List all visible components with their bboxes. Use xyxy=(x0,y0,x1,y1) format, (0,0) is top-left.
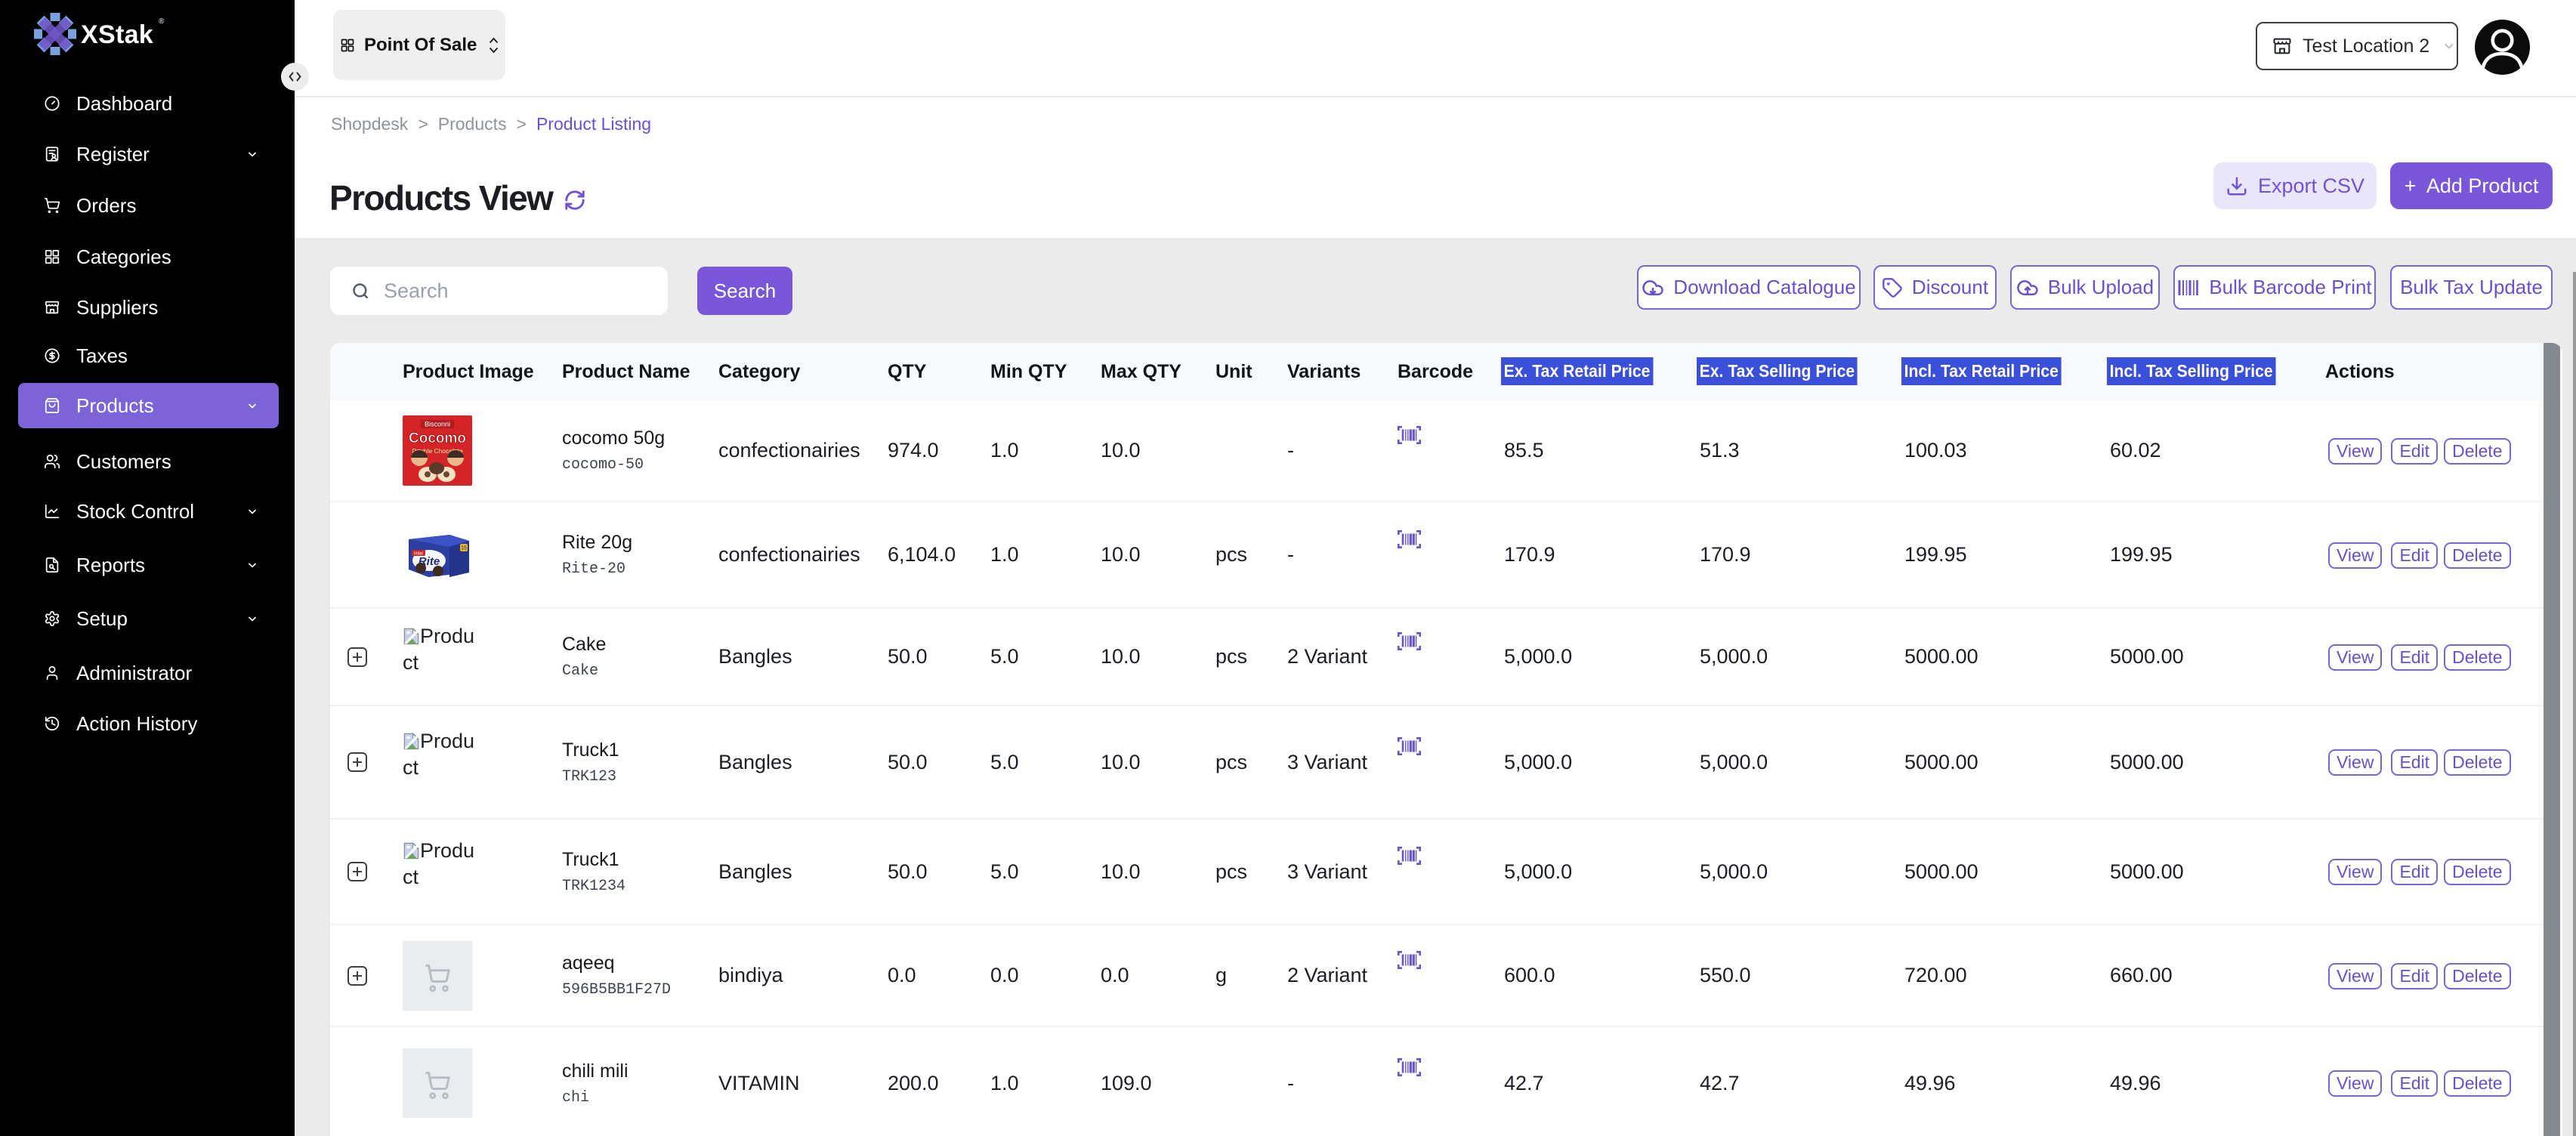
svg-text:Cocomo: Cocomo xyxy=(409,431,466,446)
svg-text:15: 15 xyxy=(461,545,467,551)
svg-text:Bisconni: Bisconni xyxy=(425,420,450,428)
svg-text:Hilal: Hilal xyxy=(414,551,423,556)
svg-text:Double Chocolate: Double Chocolate xyxy=(412,447,463,455)
